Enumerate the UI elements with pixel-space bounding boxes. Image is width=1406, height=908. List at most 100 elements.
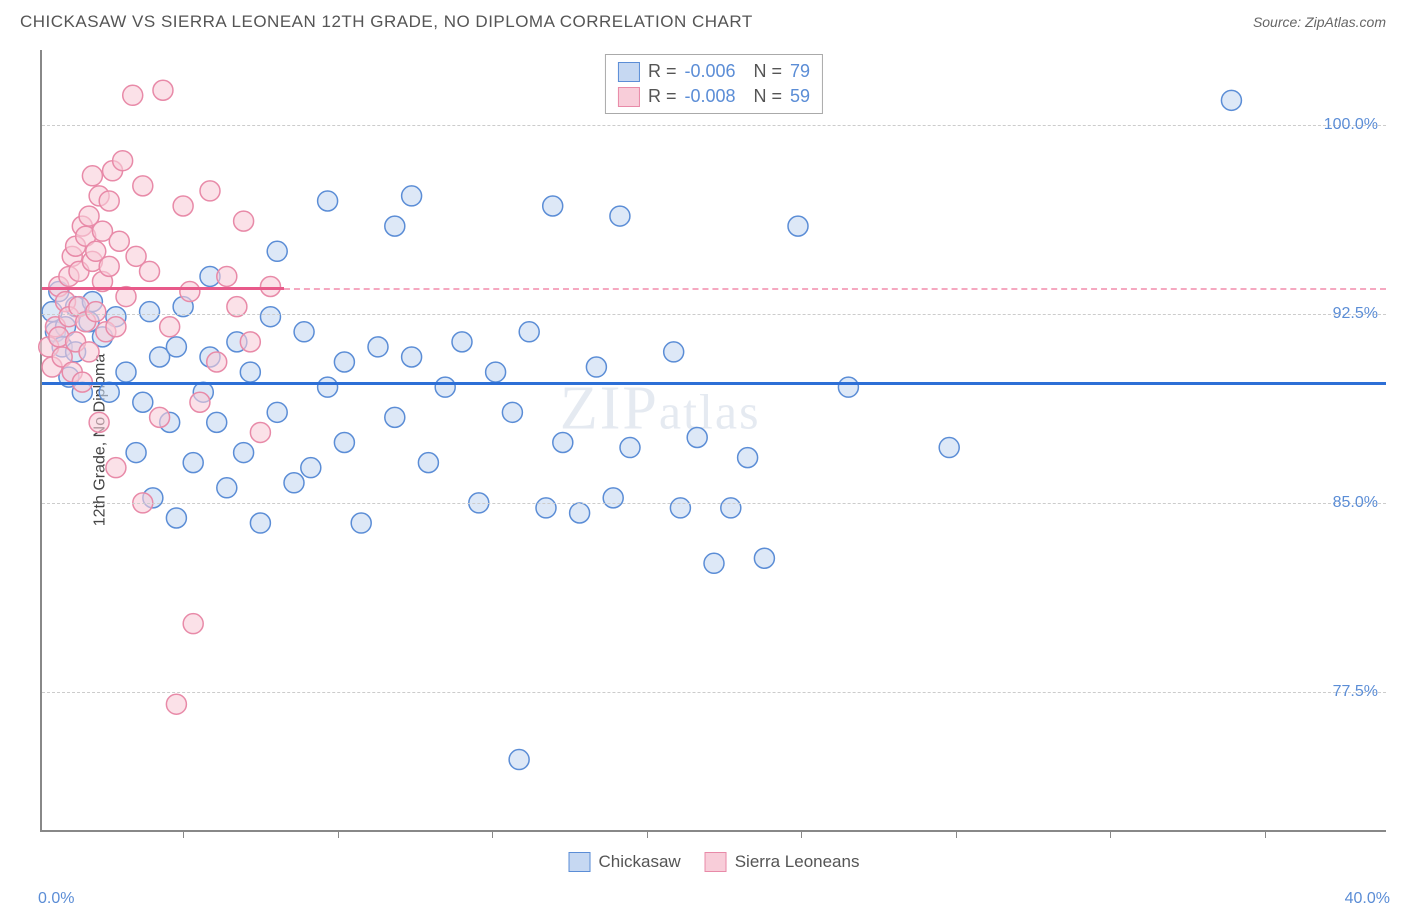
data-point bbox=[86, 302, 106, 322]
data-point bbox=[509, 750, 529, 770]
data-point bbox=[180, 282, 200, 302]
data-point bbox=[217, 478, 237, 498]
data-point bbox=[240, 332, 260, 352]
data-point bbox=[200, 181, 220, 201]
data-point bbox=[543, 196, 563, 216]
data-point bbox=[106, 458, 126, 478]
data-point bbox=[82, 166, 102, 186]
x-tick bbox=[956, 830, 957, 838]
x-tick bbox=[492, 830, 493, 838]
data-point bbox=[207, 412, 227, 432]
legend-swatch bbox=[569, 852, 591, 872]
trend-line-solid bbox=[42, 287, 284, 290]
data-point bbox=[418, 453, 438, 473]
data-point bbox=[620, 438, 640, 458]
data-point bbox=[402, 186, 422, 206]
data-point bbox=[1221, 90, 1241, 110]
data-point bbox=[113, 151, 133, 171]
trend-line-solid bbox=[42, 382, 1386, 385]
trend-line-dashed bbox=[284, 288, 1386, 290]
x-tick bbox=[1265, 830, 1266, 838]
x-axis-max-label: 40.0% bbox=[1345, 890, 1390, 908]
scatter-points bbox=[42, 50, 1386, 830]
x-tick bbox=[801, 830, 802, 838]
data-point bbox=[452, 332, 472, 352]
data-point bbox=[402, 347, 422, 367]
x-tick bbox=[1110, 830, 1111, 838]
y-tick-label: 100.0% bbox=[1324, 116, 1378, 134]
legend-swatch bbox=[618, 62, 640, 82]
gridline bbox=[42, 125, 1386, 126]
data-point bbox=[687, 427, 707, 447]
data-point bbox=[123, 85, 143, 105]
data-point bbox=[250, 513, 270, 533]
legend-label: Sierra Leoneans bbox=[735, 852, 860, 872]
data-point bbox=[99, 256, 119, 276]
data-point bbox=[351, 513, 371, 533]
data-point bbox=[670, 498, 690, 518]
x-tick bbox=[647, 830, 648, 838]
data-point bbox=[536, 498, 556, 518]
data-point bbox=[234, 211, 254, 231]
data-point bbox=[754, 548, 774, 568]
data-point bbox=[368, 337, 388, 357]
data-point bbox=[570, 503, 590, 523]
chart-source: Source: ZipAtlas.com bbox=[1253, 14, 1386, 30]
data-point bbox=[260, 307, 280, 327]
data-point bbox=[234, 443, 254, 463]
legend-n-label: N = bbox=[744, 86, 783, 107]
data-point bbox=[486, 362, 506, 382]
chart-title: CHICKASAW VS SIERRA LEONEAN 12TH GRADE, … bbox=[20, 12, 753, 32]
legend-swatch bbox=[705, 852, 727, 872]
data-point bbox=[939, 438, 959, 458]
legend-item: Chickasaw bbox=[569, 852, 681, 872]
legend-row: R = -0.006 N = 79 bbox=[618, 59, 810, 84]
data-point bbox=[385, 407, 405, 427]
gridline bbox=[42, 692, 1386, 693]
legend-series: Chickasaw Sierra Leoneans bbox=[569, 852, 860, 872]
data-point bbox=[207, 352, 227, 372]
data-point bbox=[160, 317, 180, 337]
legend-n-value: 59 bbox=[790, 86, 810, 107]
data-point bbox=[116, 362, 136, 382]
y-tick-label: 77.5% bbox=[1333, 683, 1378, 701]
data-point bbox=[318, 191, 338, 211]
data-point bbox=[99, 382, 119, 402]
data-point bbox=[109, 231, 129, 251]
data-point bbox=[610, 206, 630, 226]
legend-r-value: -0.006 bbox=[684, 61, 735, 82]
data-point bbox=[166, 337, 186, 357]
data-point bbox=[603, 488, 623, 508]
data-point bbox=[99, 191, 119, 211]
data-point bbox=[267, 241, 287, 261]
data-point bbox=[89, 412, 109, 432]
legend-row: R = -0.008 N = 59 bbox=[618, 84, 810, 109]
data-point bbox=[738, 448, 758, 468]
data-point bbox=[183, 614, 203, 634]
data-point bbox=[838, 377, 858, 397]
data-point bbox=[284, 473, 304, 493]
plot-area: ZIPatlas 100.0%92.5%85.0%77.5% bbox=[42, 50, 1386, 830]
legend-r-label: R = bbox=[648, 86, 677, 107]
legend-r-label: R = bbox=[648, 61, 677, 82]
data-point bbox=[502, 402, 522, 422]
x-tick bbox=[338, 830, 339, 838]
data-point bbox=[250, 422, 270, 442]
data-point bbox=[385, 216, 405, 236]
data-point bbox=[116, 287, 136, 307]
data-point bbox=[183, 453, 203, 473]
legend-swatch bbox=[618, 87, 640, 107]
data-point bbox=[334, 433, 354, 453]
data-point bbox=[133, 392, 153, 412]
gridline bbox=[42, 503, 1386, 504]
data-point bbox=[704, 553, 724, 573]
gridline bbox=[42, 314, 1386, 315]
data-point bbox=[586, 357, 606, 377]
data-point bbox=[788, 216, 808, 236]
data-point bbox=[106, 317, 126, 337]
data-point bbox=[301, 458, 321, 478]
chart-area: 12th Grade, No Diploma ZIPatlas 100.0%92… bbox=[40, 50, 1386, 832]
data-point bbox=[166, 694, 186, 714]
legend-label: Chickasaw bbox=[599, 852, 681, 872]
legend-item: Sierra Leoneans bbox=[705, 852, 860, 872]
